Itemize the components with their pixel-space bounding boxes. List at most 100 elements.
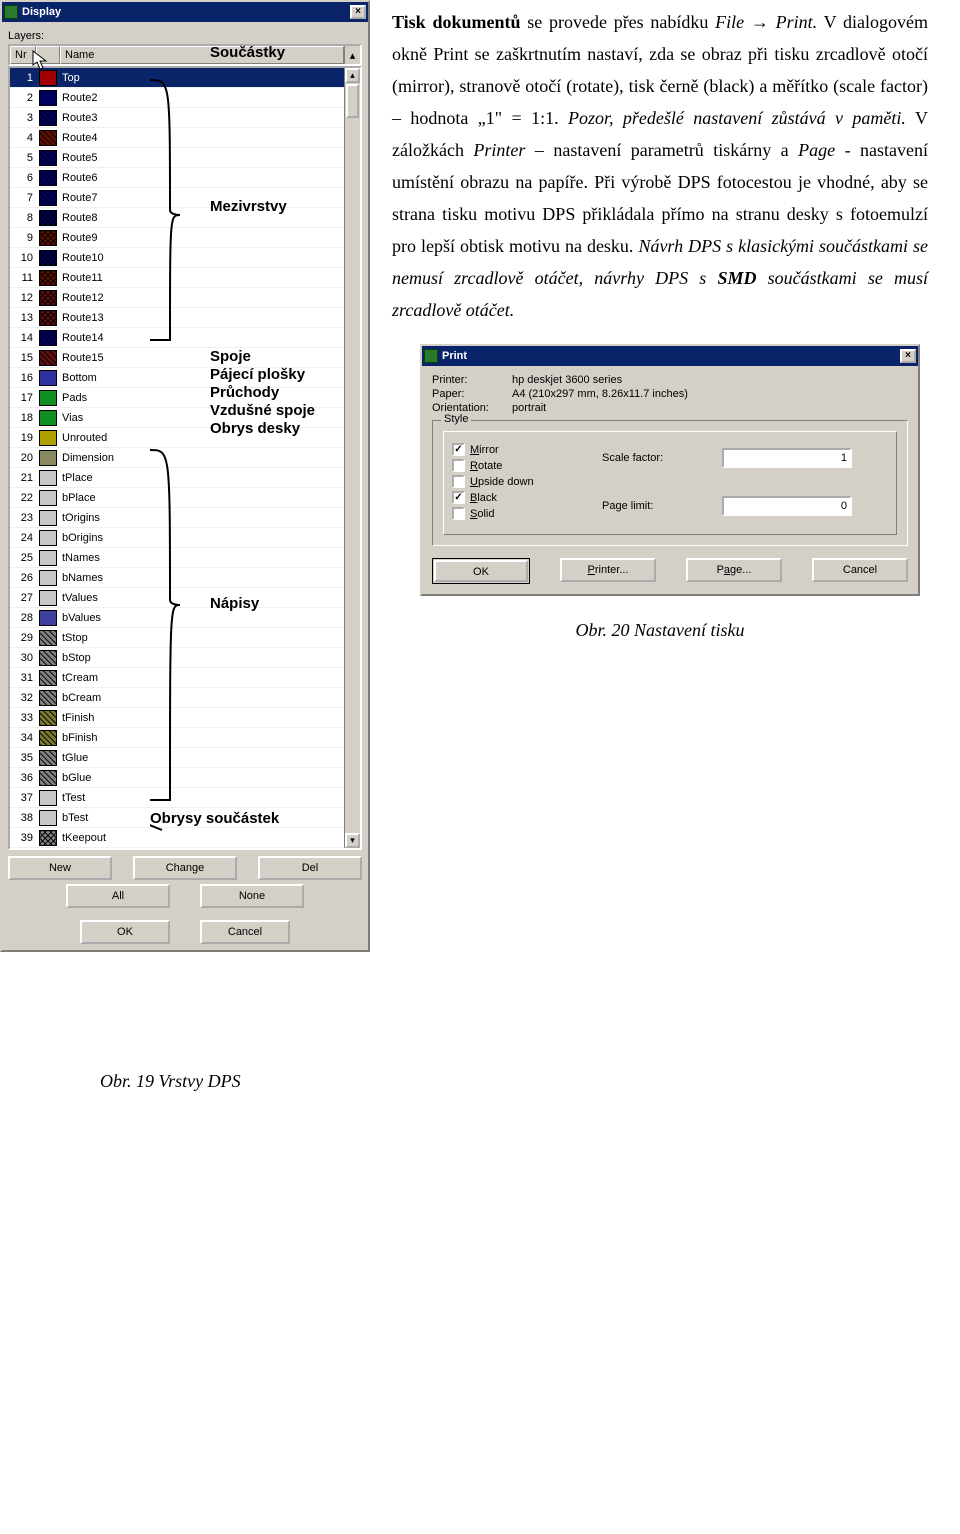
layer-row[interactable]: 39tKeepout	[10, 828, 360, 848]
layer-swatch	[39, 470, 57, 486]
layer-row[interactable]: 37tTest	[10, 788, 360, 808]
printer-button[interactable]: PPrinter...rinter...	[560, 558, 656, 582]
all-button[interactable]: All	[66, 884, 170, 908]
layer-row[interactable]: 25tNames	[10, 548, 360, 568]
orient-value: portrait	[512, 402, 546, 414]
layer-row[interactable]: 33tFinish	[10, 708, 360, 728]
layer-row[interactable]: 5Route5	[10, 148, 360, 168]
layer-row[interactable]: 18Vias	[10, 408, 360, 428]
header-nr[interactable]: Nr	[10, 46, 36, 64]
layer-row[interactable]: 30bStop	[10, 648, 360, 668]
layer-row[interactable]: 35tGlue	[10, 748, 360, 768]
change-button[interactable]: Change	[133, 856, 237, 880]
header-scroll-up[interactable]: ▴	[344, 46, 360, 64]
layer-nr: 1	[10, 72, 36, 84]
layer-nr: 2	[10, 92, 36, 104]
layers-list[interactable]: 1Top2Route23Route34Route45Route56Route67…	[8, 66, 362, 850]
layer-row[interactable]: 23tOrigins	[10, 508, 360, 528]
print-cancel-button[interactable]: Cancel	[812, 558, 908, 582]
layer-nr: 25	[10, 552, 36, 564]
layer-row[interactable]: 6Route6	[10, 168, 360, 188]
layer-row[interactable]: 10Route10	[10, 248, 360, 268]
layer-nr: 6	[10, 172, 36, 184]
layer-row[interactable]: 2Route2	[10, 88, 360, 108]
mirror-checkbox[interactable]: Mirror	[452, 443, 602, 456]
pagelimit-input[interactable]: 0	[722, 496, 852, 516]
layer-row[interactable]: 11Route11	[10, 268, 360, 288]
layer-row[interactable]: 32bCream	[10, 688, 360, 708]
app-icon	[4, 5, 18, 19]
layer-row[interactable]: 15Route15	[10, 348, 360, 368]
layer-row[interactable]: 21tPlace	[10, 468, 360, 488]
scroll-thumb[interactable]	[346, 84, 359, 118]
layer-row[interactable]: 29tStop	[10, 628, 360, 648]
layer-row[interactable]: 13Route13	[10, 308, 360, 328]
layer-row[interactable]: 12Route12	[10, 288, 360, 308]
layer-row[interactable]: 27tValues	[10, 588, 360, 608]
layer-name: tCream	[60, 672, 360, 684]
layer-row[interactable]: 9Route9	[10, 228, 360, 248]
header-swatch	[36, 46, 60, 64]
layer-row[interactable]: 8Route8	[10, 208, 360, 228]
layer-row[interactable]: 19Unrouted	[10, 428, 360, 448]
layer-nr: 32	[10, 692, 36, 704]
printer-value: hp deskjet 3600 series	[512, 374, 622, 386]
layer-row[interactable]: 7Route7	[10, 188, 360, 208]
header-name[interactable]: Name	[60, 46, 344, 64]
layer-row[interactable]: 17Pads	[10, 388, 360, 408]
layer-row[interactable]: 1Top	[10, 68, 360, 88]
layer-row[interactable]: 34bFinish	[10, 728, 360, 748]
page-button[interactable]: Page...	[686, 558, 782, 582]
solid-checkbox[interactable]: Solid	[452, 507, 602, 520]
layer-name: tKeepout	[60, 832, 360, 844]
cancel-button[interactable]: Cancel	[200, 920, 290, 944]
layer-row[interactable]: 20Dimension	[10, 448, 360, 468]
close-icon[interactable]: ×	[350, 5, 366, 19]
layer-row[interactable]: 3Route3	[10, 108, 360, 128]
display-titlebar[interactable]: Display ×	[2, 2, 368, 22]
layer-row[interactable]: 14Route14	[10, 328, 360, 348]
layer-swatch	[39, 230, 57, 246]
layer-row[interactable]: 16Bottom	[10, 368, 360, 388]
layer-swatch	[39, 150, 57, 166]
layer-row[interactable]: 36bGlue	[10, 768, 360, 788]
del-button[interactable]: Del	[258, 856, 362, 880]
doc-printer: Printer	[473, 140, 525, 160]
scrollbar[interactable]: ▴ ▾	[344, 68, 360, 848]
layer-nr: 35	[10, 752, 36, 764]
checkbox-icon	[452, 475, 465, 488]
black-checkbox[interactable]: Black	[452, 491, 602, 504]
scale-input[interactable]: 1	[722, 448, 852, 468]
checkbox-icon	[452, 491, 465, 504]
print-close-icon[interactable]: ×	[900, 349, 916, 363]
scroll-down[interactable]: ▾	[345, 833, 360, 848]
rotate-checkbox[interactable]: Rotate	[452, 459, 602, 472]
new-button[interactable]: New	[8, 856, 112, 880]
layer-nr: 16	[10, 372, 36, 384]
layer-swatch	[39, 810, 57, 826]
layer-swatch	[39, 330, 57, 346]
print-ok-button[interactable]: OK	[434, 560, 528, 582]
layer-name: Route13	[60, 312, 360, 324]
layer-row[interactable]: 31tCream	[10, 668, 360, 688]
print-titlebar[interactable]: Print ×	[422, 346, 918, 366]
ok-button[interactable]: OK	[80, 920, 170, 944]
pagelimit-label: Page limit:	[602, 500, 722, 512]
scroll-up[interactable]: ▴	[345, 68, 360, 83]
layer-row[interactable]: 24bOrigins	[10, 528, 360, 548]
layer-row[interactable]: 26bNames	[10, 568, 360, 588]
layer-row[interactable]: 28bValues	[10, 608, 360, 628]
style-group-title: Style	[441, 413, 471, 425]
display-title: Display	[22, 6, 61, 18]
figure20-caption: Obr. 20 Nastavení tisku	[392, 620, 928, 641]
layer-swatch	[39, 490, 57, 506]
layer-swatch	[39, 170, 57, 186]
none-button[interactable]: None	[200, 884, 304, 908]
layer-swatch	[39, 650, 57, 666]
layer-name: Route14	[60, 332, 360, 344]
layer-row[interactable]: 22bPlace	[10, 488, 360, 508]
layer-swatch	[39, 570, 57, 586]
upsidedown-checkbox[interactable]: Upside down	[452, 475, 602, 488]
layer-row[interactable]: 4Route4	[10, 128, 360, 148]
layer-nr: 7	[10, 192, 36, 204]
